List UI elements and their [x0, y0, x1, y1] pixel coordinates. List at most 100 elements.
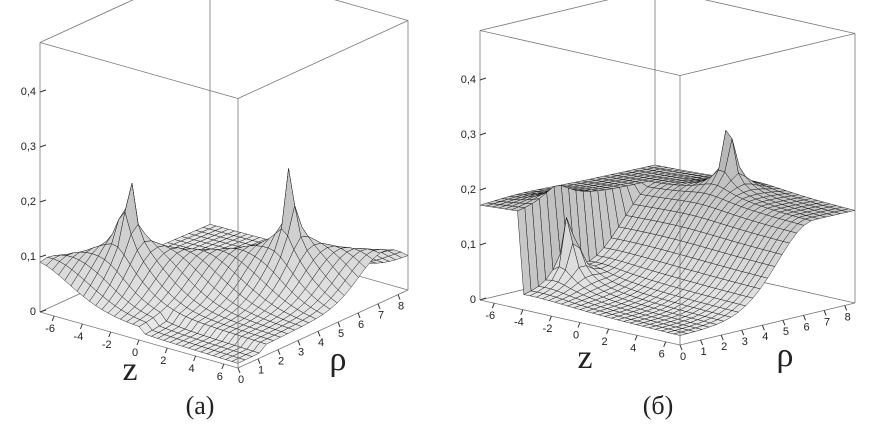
rho-tick-label: 4 [318, 337, 324, 349]
rho-tick [700, 339, 704, 346]
box-edge [334, 0, 409, 21]
value-tick-label: 0 [30, 306, 36, 318]
value-tick-label: 0,1 [21, 251, 36, 263]
z-tick [79, 323, 83, 330]
value-tick [479, 297, 487, 301]
box-edge [679, 33, 856, 76]
value-tick-label: 0,3 [21, 141, 36, 153]
value-tick-label: 0,4 [461, 74, 476, 86]
rho-tick-label: 6 [803, 321, 809, 333]
value-tick-label: 0,3 [461, 129, 476, 141]
value-tick-label: 0,2 [461, 184, 476, 196]
rho-tick-label: 5 [338, 328, 344, 340]
z-tick [108, 331, 112, 338]
rho-tick [823, 310, 827, 316]
z-tick [221, 363, 225, 370]
surface-cell [231, 357, 246, 364]
rho-tick [844, 305, 848, 311]
z-tick-label: 6 [659, 349, 665, 361]
rho-tick [741, 329, 745, 336]
rho-tick [317, 331, 321, 337]
box-edge [237, 289, 409, 369]
rho-tick-label: 7 [824, 316, 830, 328]
z-tick-label: 2 [160, 355, 166, 367]
rho-tick-label: 8 [845, 311, 851, 323]
box-edge [39, 42, 239, 99]
box-edge [679, 302, 856, 346]
z-tick-label: -2 [543, 323, 553, 335]
value-tick-label: 0,1 [461, 239, 476, 251]
rho-axis-label: ρ [330, 341, 347, 378]
z-tick [606, 328, 610, 335]
value-tick [39, 144, 47, 148]
value-tick [39, 309, 47, 313]
rho-tick [357, 312, 361, 319]
value-tick [479, 242, 487, 246]
value-tick [39, 89, 47, 93]
z-tick [577, 322, 581, 328]
z-tick-label: 2 [602, 336, 608, 348]
rho-tick [257, 358, 261, 365]
value-tick-label: 0,4 [21, 86, 36, 98]
rho-tick [277, 349, 281, 355]
z-tick [136, 339, 140, 346]
rho-tick [803, 315, 806, 321]
rho-tick [782, 320, 786, 326]
z-tick [193, 355, 197, 362]
box-edge [237, 20, 409, 99]
rho-tick [720, 334, 724, 341]
value-tick [39, 199, 47, 203]
z-tick [634, 335, 638, 341]
rho-tick [397, 294, 401, 300]
rho-tick [337, 321, 341, 328]
panel-caption: (б) [643, 391, 674, 420]
value-tick-label: 0 [470, 294, 476, 306]
z-tick-label: -6 [45, 323, 55, 335]
z-tick [164, 347, 168, 354]
rho-tick-label: 5 [783, 326, 789, 338]
z-tick [520, 309, 524, 315]
z-tick [491, 303, 495, 309]
rho-tick [761, 325, 765, 331]
box-edge [479, 0, 609, 31]
rho-tick-label: 1 [701, 346, 707, 358]
z-tick-label: 0 [573, 329, 579, 341]
z-tick-label: 4 [630, 342, 636, 354]
value-tick [479, 187, 487, 191]
z-tick-label: 0 [132, 347, 138, 359]
rho-tick [297, 340, 301, 346]
rho-tick-label: 2 [721, 341, 727, 353]
z-axis-label: z [577, 339, 592, 376]
rho-tick-label: 1 [258, 365, 264, 377]
panel-caption: (a) [186, 391, 215, 420]
rho-tick-label: 7 [378, 310, 384, 322]
rho-tick-label: 0 [238, 374, 244, 386]
z-tick-label: 6 [217, 371, 223, 383]
rho-tick [237, 367, 241, 374]
rho-axis-label: ρ [777, 337, 794, 374]
box-edge [704, 0, 856, 34]
rho-tick-label: 8 [398, 300, 404, 312]
z-axis-label: z [122, 351, 137, 388]
plot-panel: 0 0,1 0,2 0,3 0,4 -6 -4 -2 0 2 4 6 0 1 2 3 4 5 6 7 8 z ρ (a) [21, 0, 409, 420]
surface-cell [673, 331, 688, 336]
z-tick [548, 315, 552, 322]
rho-tick-label: 0 [680, 351, 686, 363]
z-tick [663, 341, 667, 347]
value-tick [479, 77, 487, 81]
value-tick [479, 132, 487, 136]
rho-tick-label: 3 [742, 336, 748, 348]
rho-tick-label: 4 [762, 331, 768, 343]
rho-tick-label: 6 [358, 319, 364, 331]
z-tick-label: 4 [189, 363, 195, 375]
rho-tick-label: 3 [298, 346, 304, 358]
z-tick [51, 315, 55, 322]
z-tick-label: -4 [74, 331, 84, 343]
z-tick-label: -2 [102, 339, 112, 351]
value-tick [39, 254, 47, 258]
rho-tick-label: 2 [278, 356, 284, 368]
rho-tick [679, 344, 683, 351]
rho-tick [377, 303, 381, 309]
box-edge [39, 0, 134, 43]
